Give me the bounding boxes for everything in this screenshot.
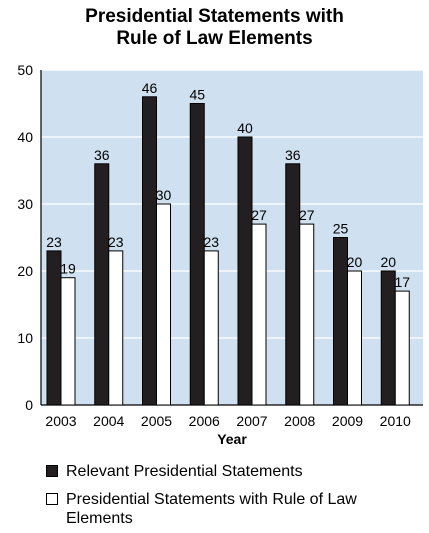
chart-title-line-1: Presidential Statements with [85,6,344,27]
legend-swatch-filled [46,465,58,477]
x-tick-label-2003: 2003 [45,413,76,429]
y-tick-label-40: 40 [17,129,33,145]
bar-rule-of-law-2005 [156,203,171,406]
data-label-rule-of-law-2008: 27 [299,207,315,223]
data-label-rule-of-law-2005: 30 [156,187,172,203]
bar-rule-of-law-2004 [108,250,124,406]
x-axis-title: Year [217,431,247,447]
legend: Relevant Presidential Statements Preside… [46,462,426,528]
bar-relevant-2009 [333,237,348,406]
bar-rule-of-law-2009 [347,270,362,406]
legend-label-rule-of-law: Presidential Statements with Rule of Law… [66,491,357,527]
bar-relevant-2006 [189,103,205,406]
bar-rule-of-law-2003 [60,277,76,406]
x-tick-label-2004: 2004 [93,413,124,429]
data-label-relevant-2005: 46 [142,80,158,96]
data-label-rule-of-law-2004: 23 [108,234,124,250]
data-label-relevant-2009: 25 [333,221,349,237]
y-tick-label-20: 20 [17,263,33,279]
data-label-relevant-2007: 40 [237,120,253,136]
data-label-rule-of-law-2010: 17 [394,274,410,290]
bar-rule-of-law-2008 [299,223,315,406]
legend-swatch-open [46,493,58,505]
data-label-relevant-2004: 36 [94,147,110,163]
bar-relevant-2003 [46,250,62,406]
bar-relevant-2010 [380,270,396,406]
x-tick-label-2010: 2010 [380,413,411,429]
x-tick-label-2007: 2007 [236,413,267,429]
chart-title: Presidential Statements with Rule of Law… [0,6,429,50]
bar-rule-of-law-2010 [394,290,410,406]
data-label-relevant-2003: 23 [46,234,62,250]
x-tick-label-2009: 2009 [332,413,363,429]
y-tick-label-50: 50 [17,62,33,78]
data-label-relevant-2010: 20 [380,254,396,270]
chart-title-line-2: Rule of Law Elements [116,28,313,49]
data-label-rule-of-law-2009: 20 [347,254,363,270]
legend-item-relevant: Relevant Presidential Statements [46,462,426,481]
data-label-rule-of-law-2006: 23 [203,234,219,250]
x-tick-label-2006: 2006 [189,413,220,429]
bar-rule-of-law-2006 [203,250,219,406]
legend-item-rule-of-law: Presidential Statements with Rule of Law… [46,490,426,528]
x-tick-label-2005: 2005 [141,413,172,429]
bar-relevant-2008 [285,163,301,406]
x-tick-label-2008: 2008 [284,413,315,429]
y-tick-label-10: 10 [17,330,33,346]
data-label-relevant-2008: 36 [285,147,301,163]
data-label-rule-of-law-2007: 27 [251,207,267,223]
bar-relevant-2004 [94,163,110,406]
bar-rule-of-law-2007 [251,223,267,406]
data-label-rule-of-law-2003: 19 [60,261,76,277]
bar-relevant-2007 [237,136,253,406]
y-tick-label-30: 30 [17,196,33,212]
legend-label-relevant: Relevant Presidential Statements [66,463,303,480]
bar-relevant-2005 [142,96,157,406]
y-tick-label-0: 0 [25,397,33,413]
data-label-relevant-2006: 45 [189,87,205,103]
